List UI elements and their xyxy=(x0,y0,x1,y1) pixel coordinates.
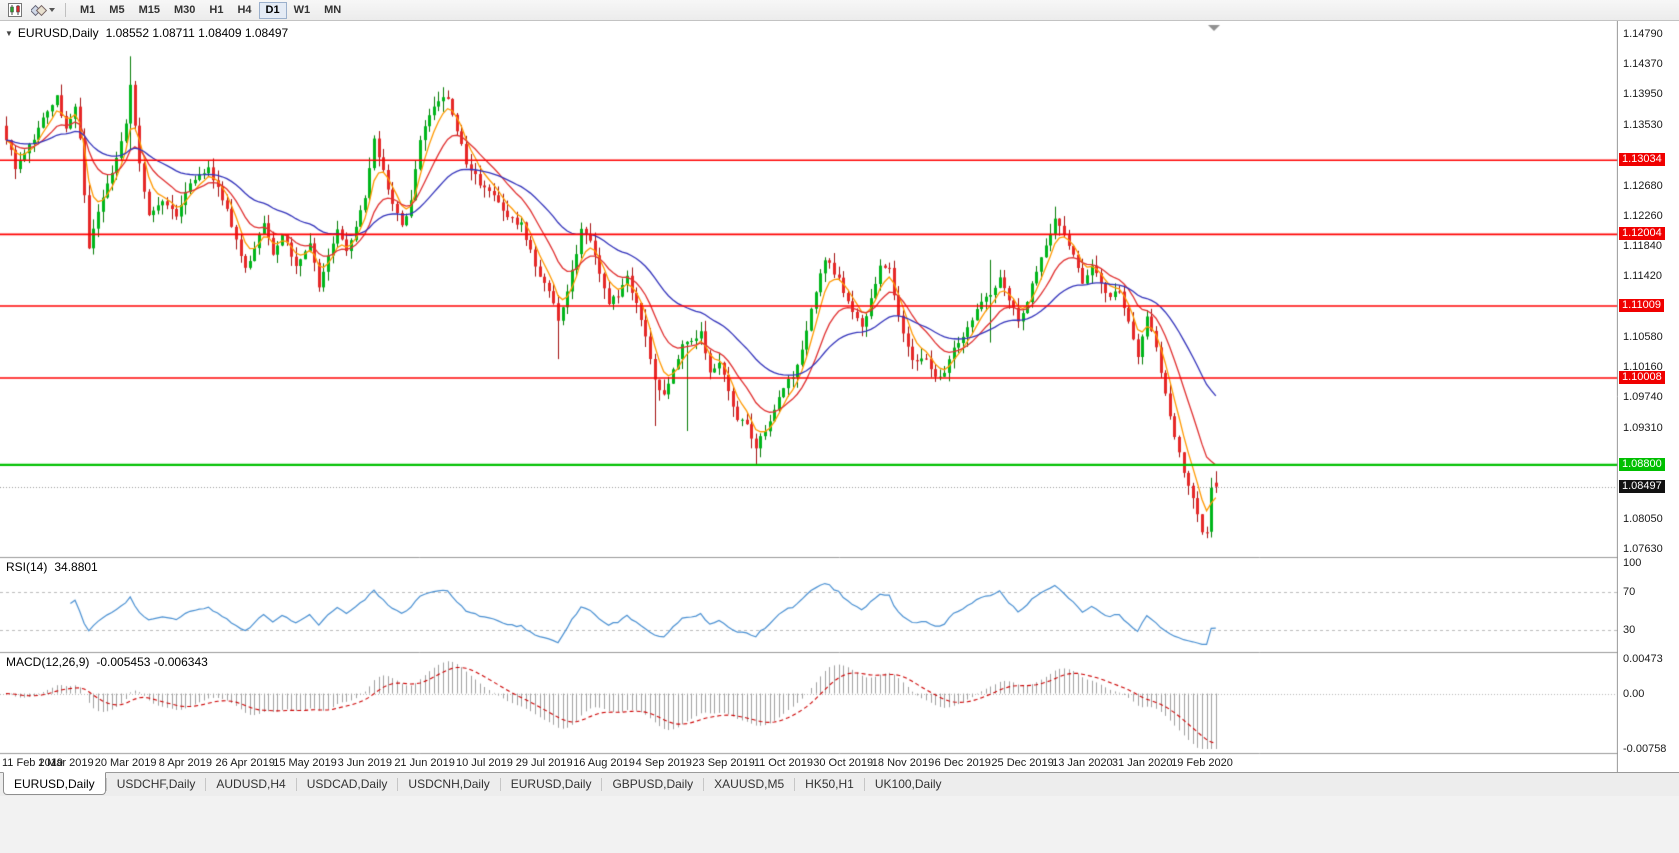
date-label: 30 Oct 2019 xyxy=(813,757,874,769)
price-level-badge: 1.12004 xyxy=(1619,227,1665,241)
objects-list-icon[interactable] xyxy=(28,2,58,19)
timeframe-button-h4[interactable]: H4 xyxy=(237,4,252,16)
scale-tick: 1.07630 xyxy=(1623,543,1663,555)
date-label: 29 Jul 2019 xyxy=(515,757,573,769)
chart-tab-usdchf-daily[interactable]: USDCHF,Daily xyxy=(116,777,196,791)
chart-ohlc-quote: 1.08552 1.08711 1.08409 1.08497 xyxy=(105,26,289,40)
timeframe-toolbar: M1 M5 M15 M30 H1 H4 D1 W1 MN xyxy=(73,1,348,19)
chart-symbol-period: EURUSD,Daily xyxy=(17,26,99,40)
top-toolbar: M1 M5 M15 M30 H1 H4 D1 W1 MN xyxy=(0,0,1679,21)
chart-title: ▼ EURUSD,Daily 1.08552 1.08711 1.08409 1.0… xyxy=(5,26,288,40)
scale-tick: 30 xyxy=(1623,623,1636,636)
macd-indicator-label: MACD(12,26,9) -0.005453 -0.006343 xyxy=(6,655,208,669)
date-label: 23 Sep 2019 xyxy=(692,757,755,769)
date-label: 13 Jan 2020 xyxy=(1052,757,1113,769)
macd-value: -0.005453 -0.006343 xyxy=(96,655,208,669)
chart-tab-usdcnh-daily[interactable]: USDCNH,Daily xyxy=(408,777,490,791)
date-label: 21 Jun 2019 xyxy=(394,757,455,769)
scale-tick: 1.11840 xyxy=(1623,240,1662,253)
chart-tab-gbpusd-daily[interactable]: GBPUSD,Daily xyxy=(612,777,694,791)
timeframe-button-m5[interactable]: M5 xyxy=(109,4,125,16)
date-label: 11 Oct 2019 xyxy=(753,757,813,769)
scale-tick: 1.10160 xyxy=(1623,361,1663,374)
date-label: 1 Mar 2019 xyxy=(37,757,94,769)
chart-tab-uk100-daily[interactable]: UK100,Daily xyxy=(874,777,942,791)
date-label: 4 Sep 2019 xyxy=(635,757,692,769)
date-label: 11 Feb 2019 xyxy=(2,757,63,769)
timeframe-button-m1[interactable]: M1 xyxy=(80,4,96,16)
scale-tick: 70 xyxy=(1623,585,1636,598)
macd-name: MACD(12,26,9) xyxy=(6,655,90,669)
date-label: 3 Jun 2019 xyxy=(337,757,393,769)
timeframe-button-mn[interactable]: MN xyxy=(324,4,342,16)
price-level-badge: 1.10008 xyxy=(1619,370,1665,384)
tab-separator xyxy=(794,778,796,791)
scale-tick: 100 xyxy=(1623,557,1642,569)
price-level-badge: 1.08497 xyxy=(1619,479,1665,493)
scale-tick: 1.13530 xyxy=(1623,118,1663,131)
rsi-value: 34.8801 xyxy=(54,560,98,574)
scale-tick: 1.11420 xyxy=(1623,270,1662,283)
chart-tab-usdcad-daily[interactable]: USDCAD,Daily xyxy=(306,777,388,791)
scale-tick: 1.08050 xyxy=(1623,512,1663,525)
tab-separator xyxy=(499,778,501,791)
date-label: 10 Jul 2019 xyxy=(455,757,513,769)
scale-tick: 1.13950 xyxy=(1623,88,1663,101)
toolbar-separator xyxy=(65,3,66,17)
timeframe-button-m30[interactable]: M30 xyxy=(173,4,196,16)
chart-region: ▼ EURUSD,Daily 1.08552 1.08711 1.08409 1.0… xyxy=(0,21,1679,772)
scale-tick: 1.14370 xyxy=(1623,58,1663,71)
date-label: 18 Nov 2019 xyxy=(871,757,935,769)
tab-separator xyxy=(205,778,207,791)
price-scale[interactable]: 1.14790 1.14370 1.13950 1.13530 1.12680 1.122… xyxy=(1618,21,1679,772)
timeframe-button-w1[interactable]: W1 xyxy=(293,4,311,16)
time-scale[interactable]: 11 Feb 2019 1 Mar 2019 20 Mar 2019 8 Apr 20… xyxy=(0,755,1617,772)
price-level-badge: 1.11009 xyxy=(1619,298,1664,312)
tab-separator xyxy=(105,778,107,791)
scale-tick: 0.00 xyxy=(1623,687,1645,700)
tab-separator xyxy=(601,778,603,791)
chart-tab-bar: EURUSD,Daily USDCHF,Daily AUDUSD,H4 USDCAD,… xyxy=(0,772,1679,796)
price-chart-canvas[interactable] xyxy=(0,21,1679,772)
scale-tick: 0.00473 xyxy=(1623,653,1663,665)
candlestick-chart-icon[interactable] xyxy=(4,2,26,19)
chart-tab-xauusd-m5[interactable]: XAUUSD,M5 xyxy=(714,777,785,791)
date-label: 25 Dec 2019 xyxy=(991,757,1054,769)
scale-tick: 1.09740 xyxy=(1623,391,1663,404)
rsi-indicator-label: RSI(14) 34.8801 xyxy=(6,560,98,574)
timeframe-button-d1[interactable]: D1 xyxy=(258,1,287,19)
date-label: 6 Dec 2019 xyxy=(934,757,991,769)
chart-tab-hk50-h1[interactable]: HK50,H1 xyxy=(805,777,854,791)
scale-tick: 1.14790 xyxy=(1623,28,1663,40)
rsi-name: RSI(14) xyxy=(6,560,48,574)
price-level-badge: 1.13034 xyxy=(1619,153,1665,167)
price-level-badge: 1.08800 xyxy=(1619,457,1665,471)
date-label: 19 Feb 2020 xyxy=(1171,757,1233,769)
dropdown-caret-icon xyxy=(49,8,55,12)
scale-tick: 1.10580 xyxy=(1623,330,1663,343)
chart-tab-audusd-h4[interactable]: AUDUSD,H4 xyxy=(216,777,286,791)
chart-tab-eurusd-daily[interactable]: EURUSD,Daily xyxy=(510,777,592,791)
scale-tick: 1.09310 xyxy=(1623,422,1663,435)
chart-tab-eurusd-daily[interactable]: EURUSD,Daily xyxy=(3,772,106,795)
date-label: 16 Aug 2019 xyxy=(573,757,635,769)
date-label: 20 Mar 2019 xyxy=(94,757,157,769)
timeframe-button-m15[interactable]: M15 xyxy=(138,4,160,16)
date-label: 31 Jan 2020 xyxy=(1111,757,1173,769)
window-background xyxy=(0,796,1679,853)
date-label: 8 Apr 2019 xyxy=(158,757,212,769)
date-label: 26 Apr 2019 xyxy=(215,757,275,769)
scale-tick: 1.12260 xyxy=(1623,209,1663,222)
scale-tick: -0.00758 xyxy=(1623,743,1667,755)
tab-separator xyxy=(703,778,705,791)
timeframe-button-h1[interactable]: H1 xyxy=(209,4,224,16)
tab-separator xyxy=(397,778,399,791)
date-label: 15 May 2019 xyxy=(273,757,337,769)
collapse-quote-panel-icon[interactable]: ▼ xyxy=(5,29,13,38)
scale-tick: 1.12680 xyxy=(1623,179,1663,192)
tab-separator xyxy=(863,778,865,791)
tab-separator xyxy=(295,778,297,791)
